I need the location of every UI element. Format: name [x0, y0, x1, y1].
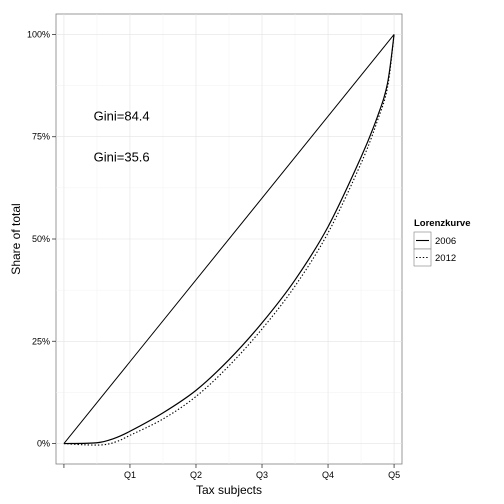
y-axis: 0% 25% 50% 75% 100%: [27, 29, 56, 449]
equality-line: [63, 34, 395, 444]
legend-label-2006: 2006: [435, 236, 456, 247]
series-line-2006: [63, 34, 395, 445]
y-axis-title: Share of total: [9, 203, 23, 274]
y-tick-label: 0%: [37, 439, 50, 449]
annotation-layer: Gini=84.4 Gini=35.6: [94, 108, 150, 164]
x-tick-label: Q5: [388, 470, 400, 480]
series-line-2012: [63, 34, 395, 446]
series-layer: [63, 34, 395, 446]
legend-key-2012: [413, 248, 432, 267]
y-tick-label: 50%: [32, 234, 50, 244]
x-tick-label: Q1: [124, 470, 136, 480]
x-tick-label: Q2: [190, 470, 202, 480]
legend-label-2012: 2012: [435, 253, 456, 264]
gini-annotation: Gini=35.6: [94, 149, 150, 164]
x-axis-title: Tax subjects: [196, 483, 262, 497]
x-axis: Q1 Q2 Q3 Q4 Q5: [63, 464, 400, 480]
legend-title: Lorenzkurve: [414, 218, 471, 229]
legend: Lorenzkurve 2006 2012: [413, 218, 471, 267]
y-tick-label: 25%: [32, 336, 50, 346]
grid-major: [56, 14, 402, 464]
x-tick-label: Q3: [256, 470, 268, 480]
x-tick-label: Q4: [322, 470, 334, 480]
y-tick-label: 75%: [32, 132, 50, 142]
y-tick-label: 100%: [27, 29, 50, 39]
gini-annotation: Gini=84.4: [94, 108, 150, 123]
